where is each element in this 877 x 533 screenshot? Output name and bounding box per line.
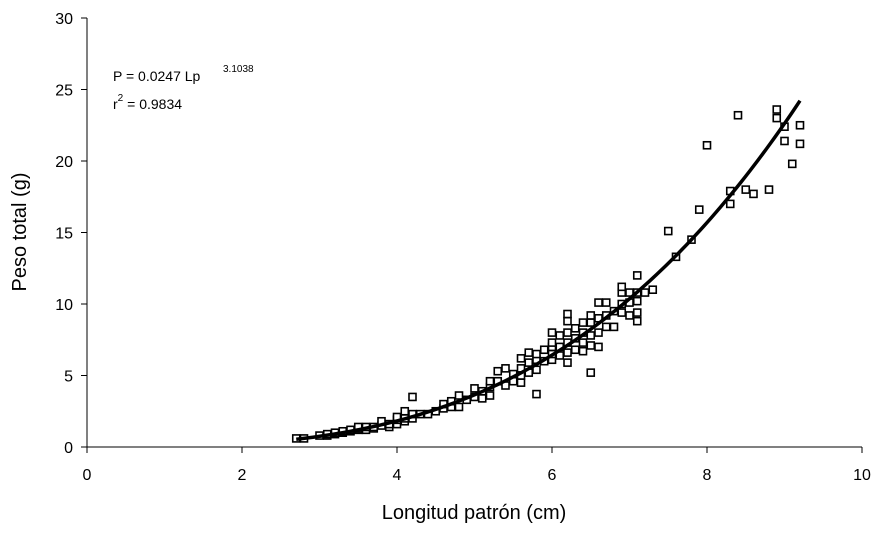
data-point [524, 358, 534, 367]
data-point [702, 140, 712, 150]
data-point [586, 341, 596, 350]
y-tick-label: 15 [55, 226, 73, 243]
data-point [563, 316, 572, 326]
data-point [594, 328, 603, 337]
data-point [625, 311, 634, 320]
data-point [780, 136, 789, 146]
equation-exponent: 3.1038 [223, 64, 254, 75]
data-point [648, 285, 658, 295]
data-point [609, 322, 619, 332]
x-tick-label: 10 [853, 467, 871, 484]
data-point [563, 309, 572, 319]
x-tick-label: 6 [548, 467, 557, 484]
y-tick-label: 20 [55, 154, 73, 171]
y-axis-title: Peso total (g) [9, 173, 31, 292]
data-point [640, 288, 650, 297]
data-point [663, 226, 673, 236]
axes [86, 18, 862, 448]
data-point [563, 328, 572, 337]
data-point [594, 298, 603, 307]
data-point [586, 318, 596, 327]
data-point [586, 311, 596, 320]
data-point [454, 402, 464, 412]
y-tick-label: 0 [64, 440, 73, 457]
data-point [578, 318, 588, 327]
data-point [485, 376, 495, 386]
data-point [547, 338, 557, 347]
data-point [787, 159, 797, 169]
points [291, 105, 805, 443]
data-point [772, 105, 782, 114]
data-point [594, 342, 603, 352]
data-point [632, 296, 642, 306]
data-point [741, 185, 751, 194]
x-tick-label: 4 [393, 467, 402, 484]
y-tick-label: 30 [55, 11, 73, 28]
data-point [617, 282, 627, 292]
data-point [601, 298, 611, 307]
data-point [532, 349, 541, 359]
data-point [632, 316, 642, 326]
data-point [516, 354, 526, 363]
equation-text: P = 0.0247 Lp [113, 68, 201, 84]
data-point [632, 308, 642, 317]
data-point [795, 139, 805, 149]
r2-prefix: r [113, 96, 118, 112]
data-point [772, 113, 782, 123]
data-point [408, 392, 417, 402]
data-point [563, 358, 572, 367]
data-point [539, 345, 549, 355]
equation-annotation: P = 0.0247 Lp 3.1038 r2 = 0.9834 [113, 64, 254, 112]
r2-text: r2 = 0.9834 [113, 93, 182, 112]
data-point [547, 328, 557, 337]
data-point [524, 348, 534, 357]
data-point [400, 406, 410, 416]
data-point [555, 331, 565, 340]
data-point [749, 189, 758, 199]
x-axis-title: Longitud patrón (cm) [382, 502, 567, 524]
data-point [601, 322, 611, 332]
equation-prefix: P = 0.0247 Lp [113, 68, 201, 84]
data-point [725, 199, 735, 209]
r2-superscript: 2 [118, 93, 124, 104]
data-point [617, 308, 627, 317]
y-tick-label: 10 [55, 297, 73, 314]
data-point [795, 120, 805, 130]
data-point [485, 391, 495, 400]
x-tick-label: 2 [238, 467, 247, 484]
data-point [586, 368, 596, 377]
data-point [477, 394, 487, 403]
data-point [493, 366, 503, 376]
data-point [454, 391, 464, 400]
data-point [578, 346, 588, 356]
data-point [563, 348, 572, 357]
data-point [501, 364, 510, 373]
data-point [470, 384, 479, 393]
ticks: 0 2 4 6 8 10 0 5 10 15 20 25 30 [55, 11, 871, 484]
x-tick-label: 8 [703, 467, 712, 484]
data-point [578, 338, 588, 347]
regression-curve [296, 99, 802, 442]
data-point [516, 378, 526, 387]
x-tick-label: 0 [83, 467, 92, 484]
fit-line-group [296, 99, 802, 442]
y-tick-label: 5 [64, 369, 73, 386]
data-point [764, 185, 774, 194]
data-point [632, 271, 642, 280]
data-point [733, 110, 743, 120]
data-point [532, 389, 541, 399]
data-point [570, 324, 580, 333]
data-point [694, 205, 704, 214]
y-tick-label: 25 [55, 83, 73, 100]
r2-value: = 0.9834 [123, 96, 182, 112]
data-point [570, 345, 580, 355]
